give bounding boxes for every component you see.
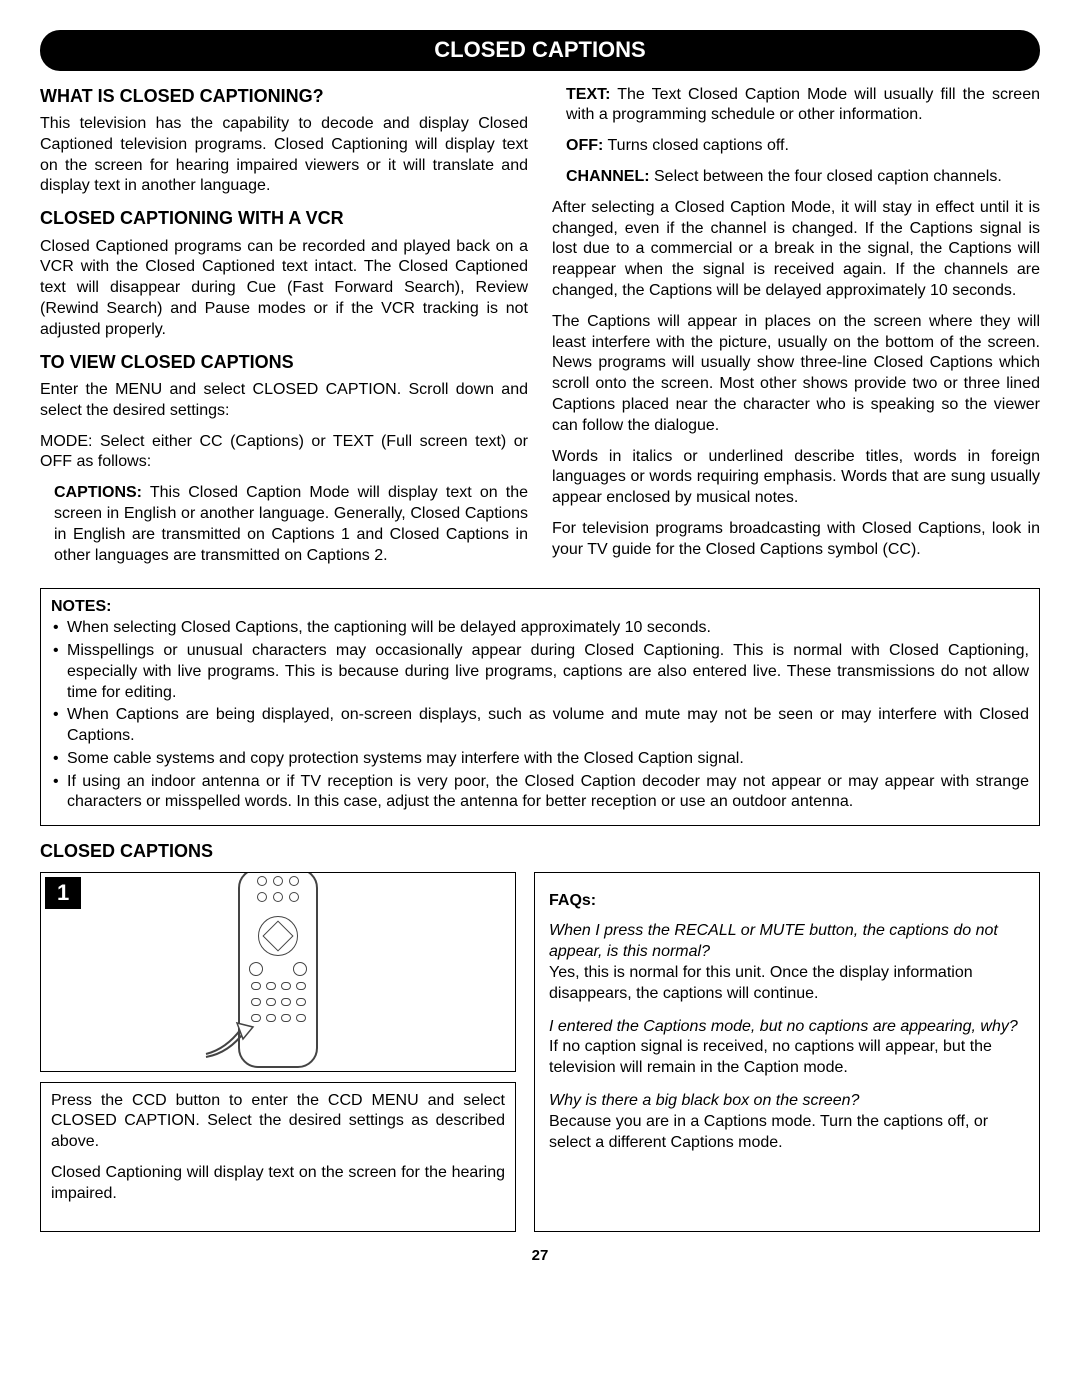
captions-label: CAPTIONS: — [54, 484, 142, 501]
channel-mode-desc: CHANNEL: Select between the four closed … — [566, 167, 1040, 188]
para: After selecting a Closed Caption Mode, i… — [552, 198, 1040, 302]
faq-box: FAQs: When I press the RECALL or MUTE bu… — [534, 872, 1040, 1232]
para: This television has the capability to de… — [40, 114, 528, 197]
faq-answer: Because you are in a Captions mode. Turn… — [549, 1112, 1025, 1154]
step-number-badge: 1 — [45, 877, 81, 910]
off-mode-desc: OFF: Turns closed captions off. — [566, 136, 1040, 157]
para: Closed Captioned programs can be recorde… — [40, 237, 528, 341]
faq-question: Why is there a big black box on the scre… — [549, 1091, 1025, 1112]
text-label: TEXT: — [566, 86, 610, 103]
procedure-left: 1 Press the CCD button to enter the CCD … — [40, 872, 516, 1232]
para: MODE: Select either CC (Captions) or TEX… — [40, 432, 528, 474]
heading-what-is: WHAT IS CLOSED CAPTIONING? — [40, 85, 528, 108]
procedure-title: CLOSED CAPTIONS — [40, 840, 1040, 863]
left-column: WHAT IS CLOSED CAPTIONING? This televisi… — [40, 85, 528, 577]
off-body: Turns closed captions off. — [603, 137, 789, 154]
section-banner: CLOSED CAPTIONS — [40, 30, 1040, 71]
note-item: Some cable systems and copy protection s… — [51, 749, 1029, 770]
note-item: When Captions are being displayed, on-sc… — [51, 705, 1029, 747]
faq-answer: If no caption signal is received, no cap… — [549, 1037, 1025, 1079]
faq-question: When I press the RECALL or MUTE button, … — [549, 921, 1025, 963]
heading-view: TO VIEW CLOSED CAPTIONS — [40, 351, 528, 374]
main-columns: WHAT IS CLOSED CAPTIONING? This televisi… — [40, 85, 1040, 577]
para: For television programs broadcasting wit… — [552, 519, 1040, 561]
note-item: When selecting Closed Captions, the capt… — [51, 618, 1029, 639]
page-number: 27 — [40, 1246, 1040, 1266]
captions-mode-desc: CAPTIONS: This Closed Caption Mode will … — [54, 483, 528, 566]
text-body: The Text Closed Caption Mode will usuall… — [566, 86, 1040, 124]
notes-box: NOTES: When selecting Closed Captions, t… — [40, 588, 1040, 826]
right-column: TEXT: The Text Closed Caption Mode will … — [552, 85, 1040, 577]
notes-title: NOTES: — [51, 597, 1029, 618]
para: Enter the MENU and select CLOSED CAPTION… — [40, 380, 528, 422]
heading-vcr: CLOSED CAPTIONING WITH A VCR — [40, 207, 528, 230]
note-item: Misspellings or unusual characters may o… — [51, 641, 1029, 703]
text-mode-desc: TEXT: The Text Closed Caption Mode will … — [566, 85, 1040, 127]
para: The Captions will appear in places on th… — [552, 312, 1040, 437]
procedure-desc-box: Press the CCD button to enter the CCD ME… — [40, 1082, 516, 1232]
faq-question: I entered the Captions mode, but no capt… — [549, 1017, 1025, 1038]
procedure-row: 1 Press the CCD button to enter the CCD … — [40, 872, 1040, 1232]
channel-label: CHANNEL: — [566, 168, 650, 185]
off-label: OFF: — [566, 137, 603, 154]
notes-list: When selecting Closed Captions, the capt… — [51, 618, 1029, 813]
note-item: If using an indoor antenna or if TV rece… — [51, 772, 1029, 814]
procedure-desc: Closed Captioning will display text on t… — [51, 1163, 505, 1205]
channel-body: Select between the four closed caption c… — [650, 168, 1002, 185]
faq-title: FAQs: — [549, 891, 1025, 912]
procedure-desc: Press the CCD button to enter the CCD ME… — [51, 1091, 505, 1153]
arrow-icon — [201, 1009, 271, 1059]
para: Words in italics or underlined describe … — [552, 447, 1040, 509]
remote-image-box: 1 — [40, 872, 516, 1072]
faq-answer: Yes, this is normal for this unit. Once … — [549, 963, 1025, 1005]
